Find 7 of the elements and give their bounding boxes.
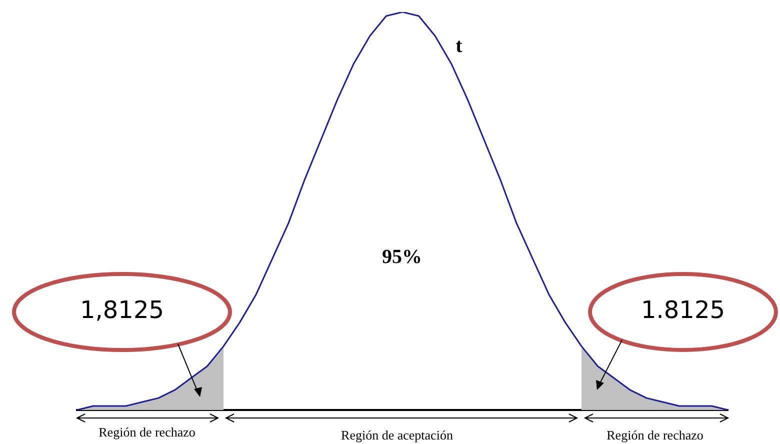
annotation: 1.8125 (641, 296, 725, 324)
annotation: 1,8125 (80, 296, 164, 324)
text: Región de rechazo (98, 424, 196, 440)
annotation: 95% (382, 246, 422, 268)
annotation: t (456, 35, 463, 58)
text: Región de rechazo (606, 427, 704, 442)
text: Región de aceptación (341, 427, 454, 442)
